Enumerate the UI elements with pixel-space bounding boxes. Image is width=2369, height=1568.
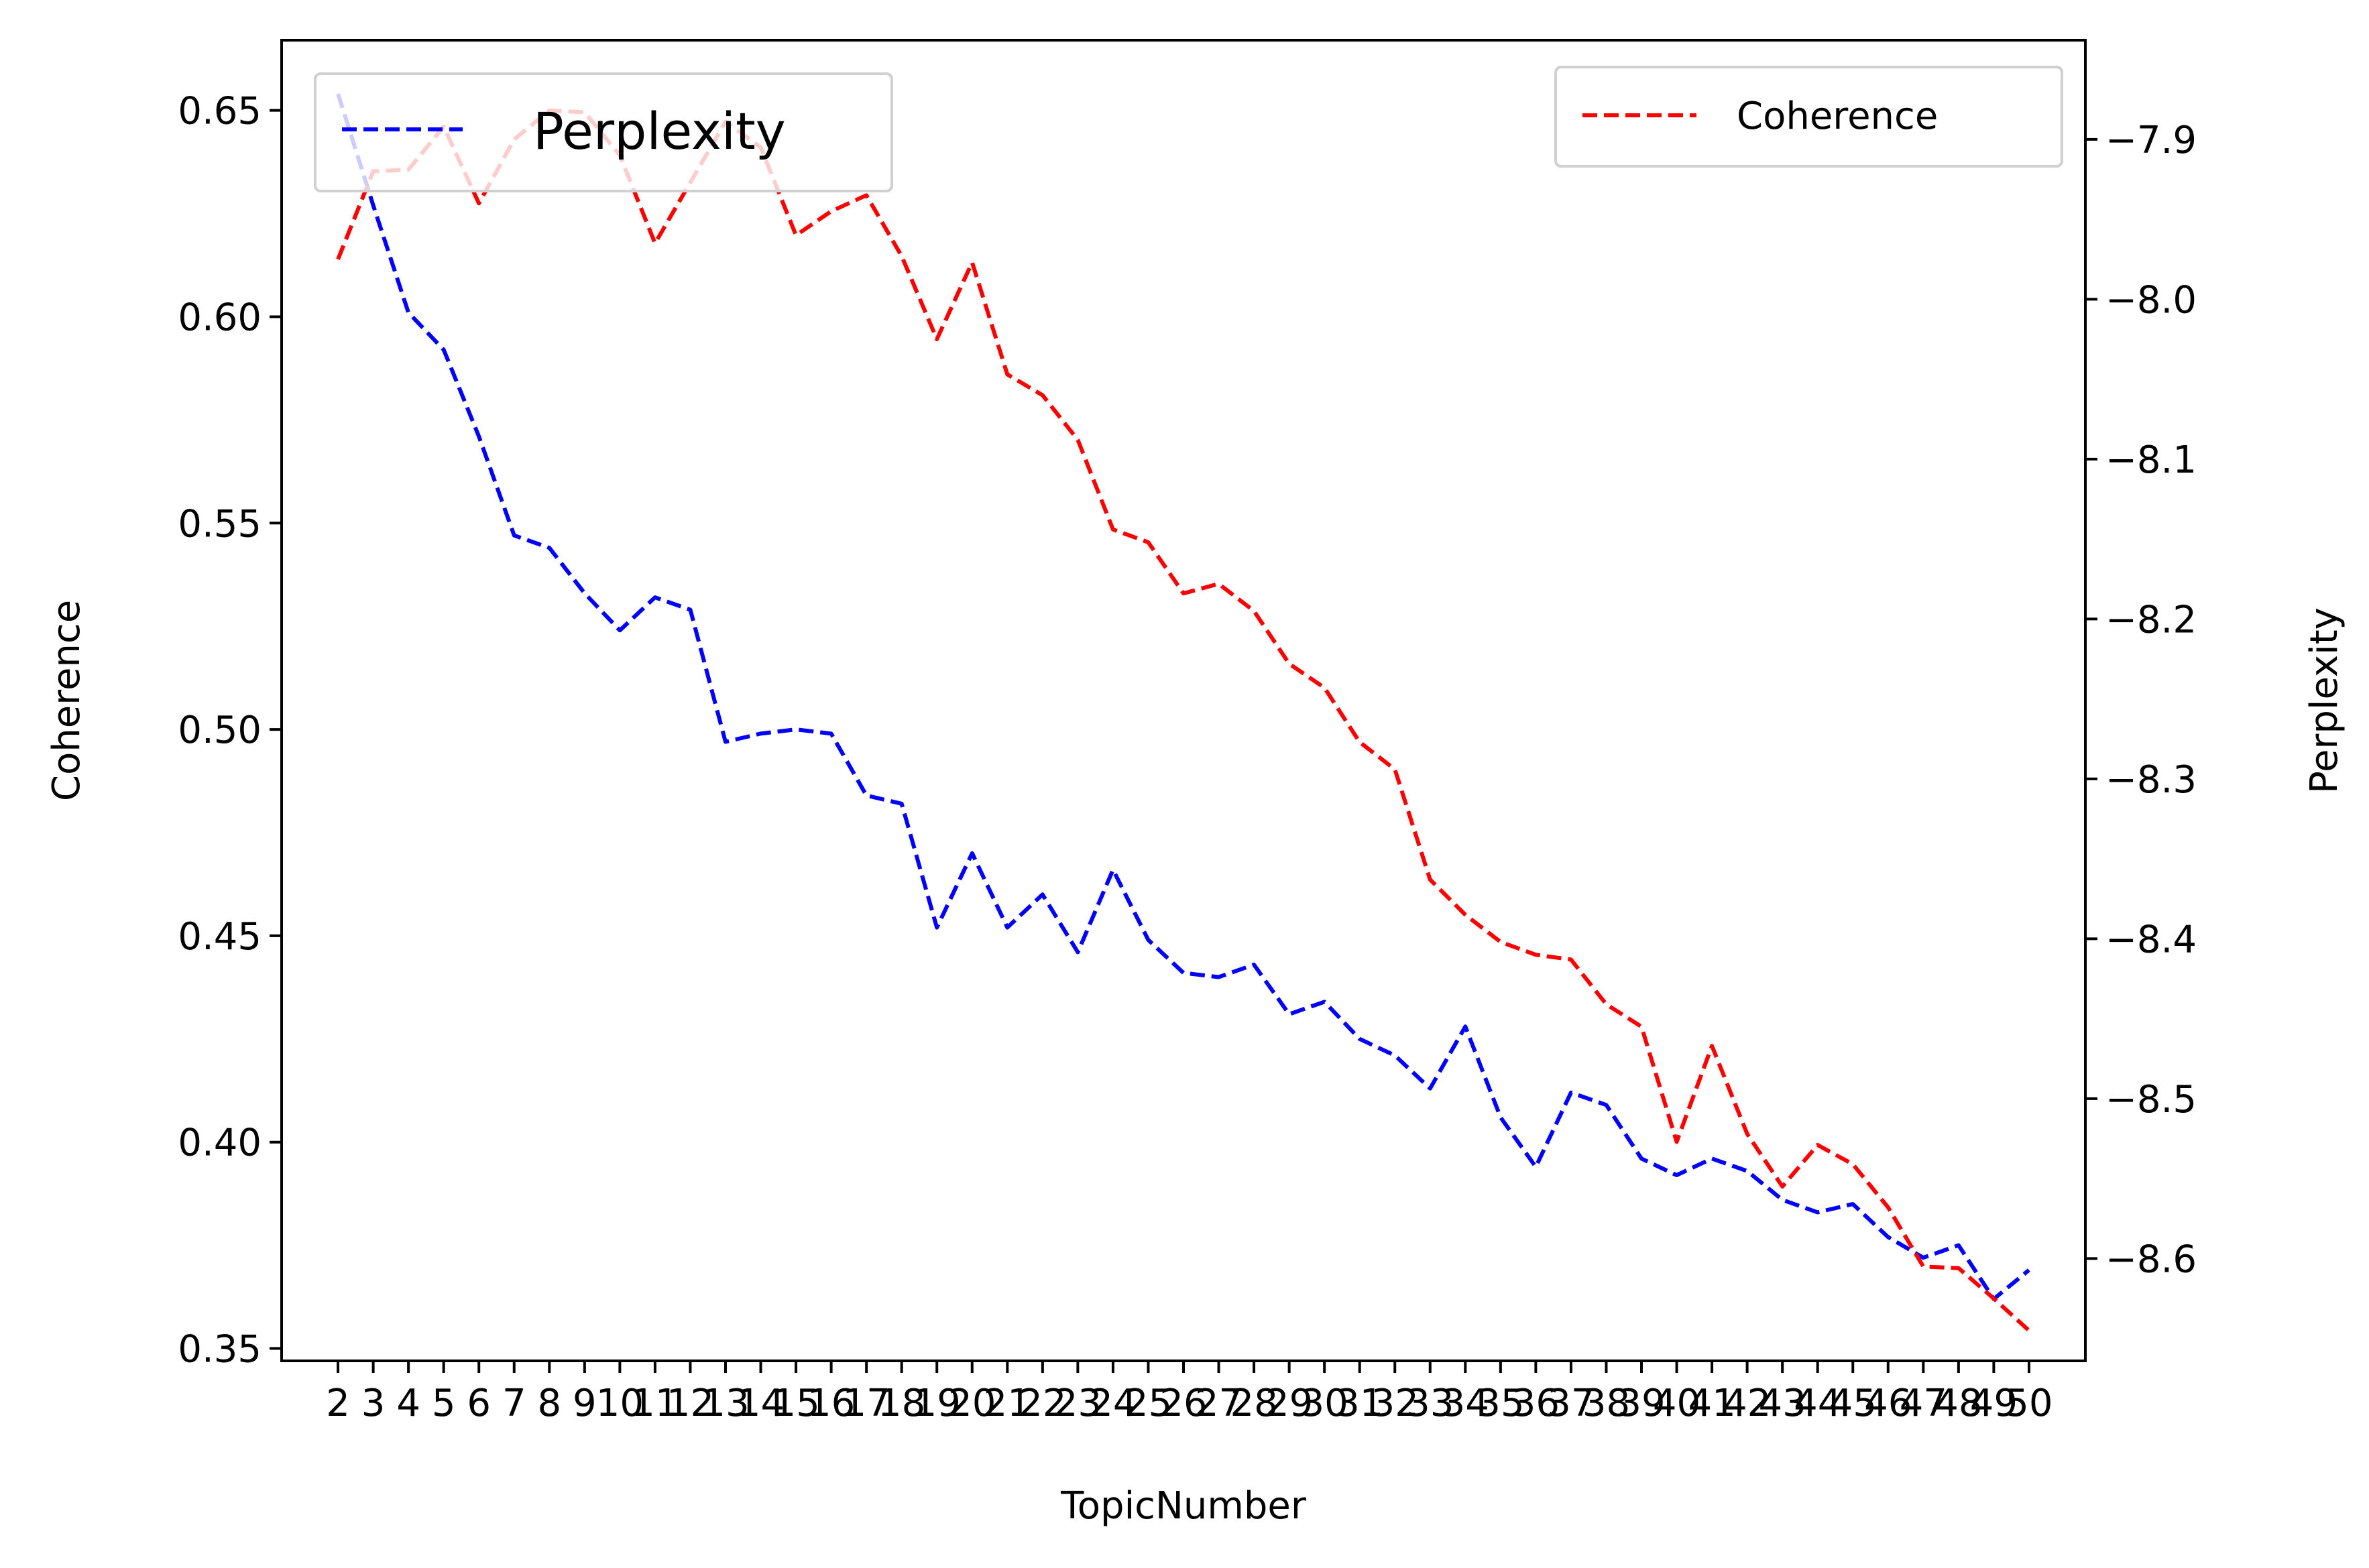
left-y-axis: 0.35 0.40 0.45 0.50 0.55 0.60 0.65 [178,90,282,1372]
right-y-tick-label: −8.3 [2105,758,2197,802]
legend-coherence: Coherence [1556,67,2062,166]
x-tick-label: 9 [573,1382,597,1425]
right-y-tick-label: −8.1 [2105,438,2197,482]
legend-label-perplexity: Perplexity [533,101,786,161]
legend-perplexity: Perplexity [315,74,892,191]
right-y-tick-label: −8.6 [2105,1238,2197,1281]
right-y-tick-label: −8.5 [2105,1078,2197,1122]
left-y-tick-label: 0.55 [178,502,262,546]
series-layer [338,94,2029,1331]
x-tick-label: 6 [467,1382,491,1425]
x-tick-label: 8 [537,1382,561,1425]
plot-frame [282,40,2085,1361]
x-tick-label: 5 [432,1382,456,1425]
x-tick-label: 50 [2005,1382,2053,1425]
left-y-tick-label: 0.35 [178,1328,262,1372]
right-y-tick-label: −7.9 [2105,119,2197,162]
x-tick-label: 7 [502,1382,526,1425]
x-tick-label: 2 [326,1382,350,1425]
right-y-tick-label: −8.4 [2105,918,2197,961]
left-y-tick-label: 0.65 [178,90,262,133]
right-y-tick-label: −8.0 [2105,278,2197,322]
left-y-tick-label: 0.50 [178,709,262,752]
legend-label-coherence: Coherence [1737,95,1938,138]
series-line-coherence [338,111,2029,1331]
series-line-perplexity [338,94,2029,1299]
left-y-tick-label: 0.40 [178,1122,262,1165]
right-y-axis-title: Perplexity [2303,607,2346,794]
x-tick-label: 4 [396,1382,420,1425]
x-tick-label: 3 [361,1382,386,1425]
left-y-axis-title: Coherence [45,600,89,801]
x-axis-title: TopicNumber [1060,1484,1307,1528]
right-y-tick-label: −8.2 [2105,598,2197,642]
right-y-axis: −7.9 −8.0 −8.1 −8.2 −8.3 −8.4 −8.5 −8.6 [2085,119,2197,1281]
left-y-tick-label: 0.60 [178,296,262,339]
left-y-tick-label: 0.45 [178,915,262,959]
